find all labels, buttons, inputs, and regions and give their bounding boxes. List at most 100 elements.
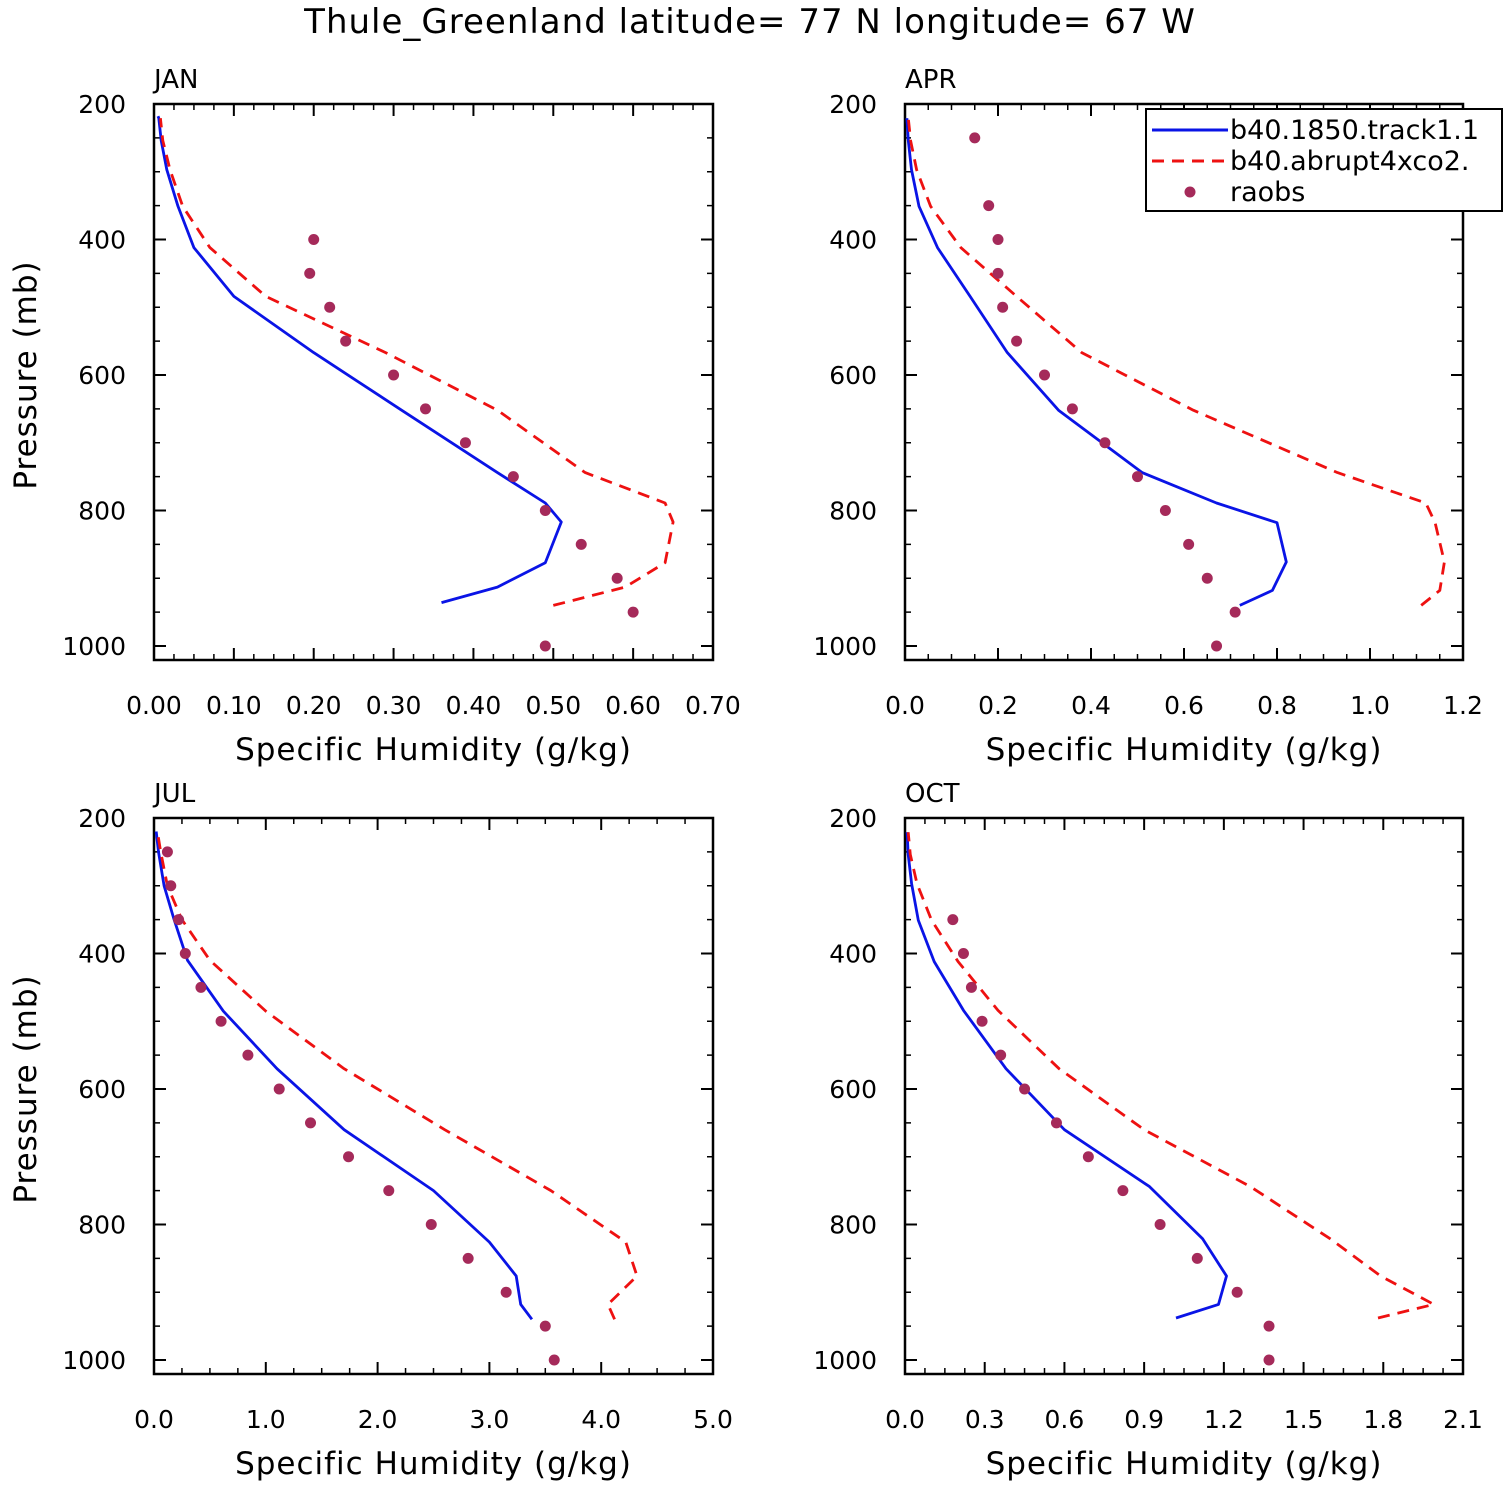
legend-swatch-raobs — [1184, 186, 1196, 198]
raobs-point-oct — [1191, 1252, 1203, 1264]
y-tick-label-oct: 400 — [829, 940, 877, 969]
legend-box — [1145, 108, 1503, 212]
raobs-point-jan — [324, 301, 336, 313]
raobs-point-apr — [992, 234, 1004, 245]
raobs-point-oct — [995, 1049, 1007, 1061]
x-tick-label-oct: 1.2 — [1204, 1405, 1244, 1434]
raobs-point-oct — [965, 981, 977, 993]
x-tick-label-jul: 1.0 — [246, 1405, 286, 1434]
x-tick-label-oct: 0.3 — [965, 1405, 1005, 1434]
y-tick-label-jan: 600 — [78, 361, 126, 390]
raobs-point-jul — [242, 1049, 254, 1061]
raobs-point-jul — [215, 1015, 227, 1027]
y-tick-label-jan: 800 — [78, 497, 126, 526]
raobs-point-apr — [1066, 403, 1078, 415]
raobs-point-oct — [976, 1015, 988, 1027]
raobs-point-jan — [308, 234, 320, 245]
y-tick-label-jan: 400 — [78, 226, 126, 255]
x-axis-label-jul: Specific Humidity (g/kg) — [235, 1446, 632, 1482]
raobs-point-jan — [611, 572, 623, 584]
y-tick-label-apr: 400 — [829, 226, 877, 255]
raobs-point-apr — [1183, 538, 1195, 550]
raobs-point-jul — [195, 981, 207, 993]
raobs-point-jul — [548, 1354, 560, 1366]
raobs-point-jul — [343, 1151, 355, 1163]
x-tick-label-jan: 0.10 — [206, 691, 262, 720]
y-tick-label-jul: 800 — [78, 1211, 126, 1240]
x-tick-label-jan: 0.00 — [126, 691, 182, 720]
raobs-point-apr — [992, 267, 1004, 279]
y-tick-label-jul: 1000 — [62, 1346, 126, 1375]
panel-label-apr: APR — [905, 65, 957, 95]
raobs-point-oct — [1117, 1185, 1129, 1197]
x-tick-label-oct: 2.1 — [1443, 1405, 1483, 1434]
raobs-point-oct — [1263, 1354, 1275, 1366]
raobs-point-jul — [425, 1219, 437, 1230]
raobs-point-jul — [539, 1320, 551, 1332]
raobs-point-jul — [179, 948, 191, 959]
raobs-point-jul — [305, 1117, 317, 1129]
raobs-point-apr — [997, 301, 1009, 313]
y-tick-label-apr: 800 — [829, 497, 877, 526]
y-tick-label-jul: 400 — [78, 940, 126, 969]
x-tick-label-apr: 0.8 — [1257, 691, 1297, 720]
raobs-point-oct — [1050, 1117, 1062, 1129]
series-line-abrupt4xco2-jan — [159, 118, 675, 607]
plot-frame-jul — [152, 816, 715, 1376]
y-tick-label-jul: 600 — [78, 1075, 126, 1104]
raobs-point-oct — [1231, 1286, 1243, 1298]
series-line-abrupt4xco2-apr — [906, 118, 1446, 607]
raobs-point-oct — [1154, 1219, 1166, 1230]
raobs-point-oct — [957, 948, 969, 959]
raobs-point-jul — [383, 1185, 395, 1197]
series-line-b40-1850-jul — [154, 831, 534, 1321]
raobs-point-apr — [983, 200, 995, 212]
series-line-abrupt4xco2-jul — [156, 831, 639, 1320]
raobs-point-jul — [500, 1286, 512, 1298]
x-tick-label-apr: 1.0 — [1350, 691, 1390, 720]
x-tick-label-jan: 0.30 — [366, 691, 422, 720]
y-tick-label-jan: 200 — [78, 90, 126, 119]
x-tick-label-jul: 3.0 — [470, 1405, 510, 1434]
series-line-b40-1850-apr — [905, 118, 1288, 607]
panel-label-oct: OCT — [905, 779, 960, 809]
x-tick-label-apr: 0.2 — [978, 691, 1018, 720]
raobs-point-jan — [539, 640, 551, 652]
raobs-point-jan — [459, 437, 471, 449]
series-line-abrupt4xco2-oct — [906, 832, 1436, 1320]
raobs-point-jan — [420, 403, 432, 415]
panels-group: JAN 0.00 0.10 0.20 0.30 0.40 0.50 0.60 0.70 200 40… — [8, 65, 1483, 1482]
raobs-point-apr — [1201, 572, 1213, 584]
x-tick-label-jul: 0.0 — [134, 1405, 174, 1434]
raobs-point-oct — [947, 914, 959, 926]
raobs-point-jan — [627, 606, 639, 618]
raobs-point-jul — [173, 914, 185, 926]
plot-frame-jan — [152, 102, 715, 662]
raobs-point-apr — [1211, 640, 1223, 652]
raobs-point-apr — [1132, 471, 1143, 483]
y-tick-label-jan: 1000 — [62, 632, 126, 661]
legend: b40.1850.track1.1 b40.abrupt4xco2. raobs — [1145, 108, 1503, 212]
raobs-point-jul — [462, 1252, 474, 1264]
raobs-point-jul — [161, 846, 173, 858]
x-tick-label-apr: 0.6 — [1164, 691, 1204, 720]
x-axis-label-jan: Specific Humidity (g/kg) — [235, 732, 632, 768]
raobs-point-apr — [969, 132, 981, 144]
y-axis-label-jul: Pressure (mb) — [8, 974, 44, 1203]
y-tick-label-apr: 600 — [829, 361, 877, 390]
raobs-point-apr — [1099, 437, 1111, 449]
x-tick-label-oct: 0.9 — [1124, 1405, 1164, 1434]
x-tick-label-oct: 1.5 — [1284, 1405, 1324, 1434]
y-tick-label-oct: 800 — [829, 1211, 877, 1240]
x-tick-label-jan: 0.40 — [446, 691, 502, 720]
raobs-point-jan — [340, 335, 352, 347]
legend-label-b40-1850: b40.1850.track1.1 — [1230, 115, 1479, 146]
x-tick-label-apr: 0.4 — [1071, 691, 1111, 720]
raobs-point-jul — [165, 880, 177, 892]
y-tick-label-apr: 1000 — [813, 632, 877, 661]
figure-title: Thule_Greenland latitude= 77 N longitude… — [303, 2, 1196, 42]
x-tick-label-oct: 1.8 — [1363, 1405, 1403, 1434]
raobs-point-jul — [273, 1083, 285, 1095]
raobs-point-oct — [1019, 1083, 1031, 1095]
raobs-point-oct — [1263, 1320, 1275, 1332]
